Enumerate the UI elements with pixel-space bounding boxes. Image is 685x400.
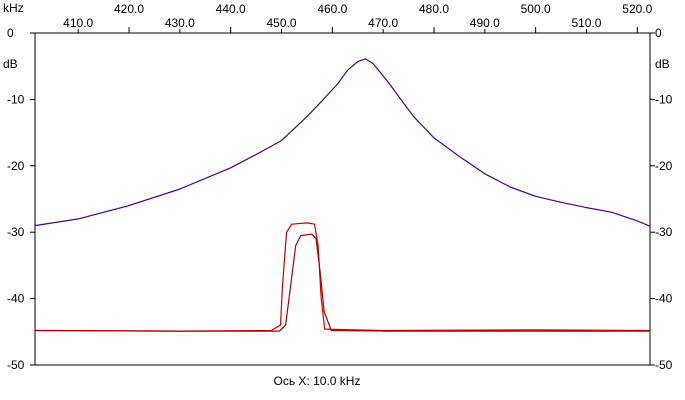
y-left-tick-label: -50	[7, 358, 25, 372]
x-lower-tick-label: 430.0	[165, 16, 195, 30]
series-layer	[34, 58, 651, 332]
x-upper-tick-label: 480.0	[419, 2, 449, 16]
plot-area	[34, 32, 651, 366]
y-left-tick-label: 0	[7, 26, 14, 40]
x-upper-tick-label: 440.0	[216, 2, 246, 16]
y-axis-left-ticks: 0 -10 -20 -30 -40 -50	[7, 26, 35, 372]
y-left-tick-label: -40	[7, 292, 25, 306]
y-right-tick-label: -20	[655, 159, 673, 173]
y-right-tick-label: 0	[655, 26, 662, 40]
series-line-3	[34, 233, 650, 332]
x-lower-tick-label: 450.0	[266, 16, 296, 30]
x-lower-tick-label: 490.0	[470, 16, 500, 30]
x-upper-tick-label: 420.0	[114, 2, 144, 16]
y-right-tick-label: -40	[655, 292, 673, 306]
y-unit-label-left: dB	[3, 57, 18, 71]
x-axis-lower-ticks: 410.0 430.0 450.0 470.0 490.0 510.0	[63, 16, 602, 33]
x-lower-tick-label: 510.0	[571, 16, 601, 30]
y-left-tick-label: -30	[7, 225, 25, 239]
y-unit-label-right: dB	[655, 57, 670, 71]
x-lower-tick-label: 470.0	[368, 16, 398, 30]
x-axis-upper-ticks: 420.0 440.0 460.0 480.0 500.0 520.0	[114, 2, 653, 33]
series-line-2	[34, 222, 651, 332]
y-left-tick-label: -20	[7, 159, 25, 173]
y-right-tick-label: -50	[655, 358, 673, 372]
y-right-tick-label: -30	[655, 225, 673, 239]
x-axis-footer: Ось X: 10.0 kHz	[274, 374, 361, 388]
y-right-tick-label: -10	[655, 92, 673, 106]
series-line-1	[34, 58, 651, 227]
y-axis-right-ticks: 0 -10 -20 -30 -40 -50	[650, 26, 673, 372]
x-upper-tick-label: 520.0	[622, 2, 652, 16]
x-unit-label: kHz	[3, 1, 24, 15]
plot-frame	[34, 32, 651, 366]
y-left-tick-label: -10	[7, 92, 25, 106]
x-lower-tick-label: 410.0	[63, 16, 93, 30]
x-upper-tick-label: 460.0	[317, 2, 347, 16]
x-upper-tick-label: 500.0	[521, 2, 551, 16]
